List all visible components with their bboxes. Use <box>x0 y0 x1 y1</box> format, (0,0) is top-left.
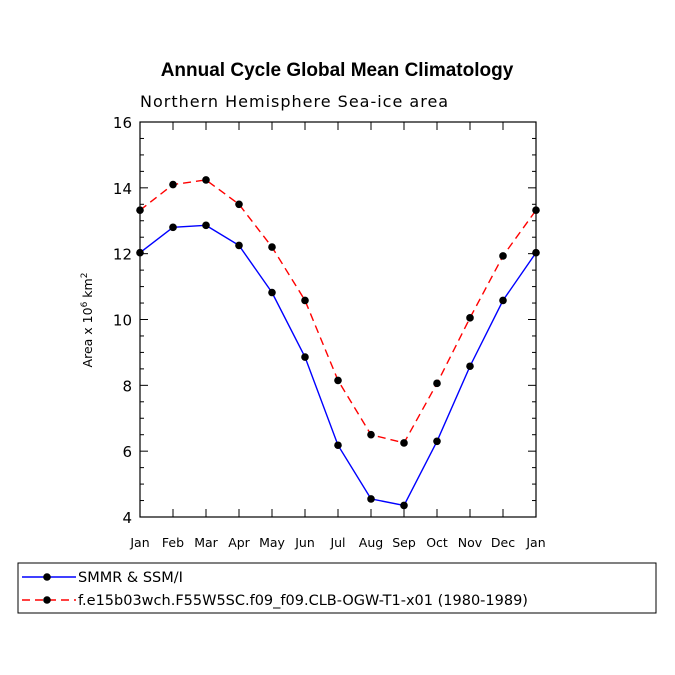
series-2-point <box>235 200 243 209</box>
series-layer <box>136 176 540 510</box>
chart-subtitle: Northern Hemisphere Sea-ice area <box>140 92 449 111</box>
y-tick-label: 4 <box>122 509 132 527</box>
series-1-point <box>268 288 276 297</box>
y-tick-label: 8 <box>122 377 132 395</box>
series-1-point <box>169 223 177 232</box>
legend-box <box>17 562 657 614</box>
series-line-1 <box>139 224 537 507</box>
x-tick-label: Jun <box>294 535 315 550</box>
y-tick-label: 16 <box>113 114 132 132</box>
chart-title: Annual Cycle Global Mean Climatology <box>161 60 514 81</box>
y-tick-label: 6 <box>122 443 132 461</box>
series-2-point <box>433 379 441 388</box>
y-axis-label-base: Area x 10 <box>80 307 95 367</box>
series-1-point <box>334 441 342 450</box>
series-1-point <box>202 221 210 230</box>
x-tick-label: Mar <box>194 535 218 550</box>
series-2-point <box>301 296 309 305</box>
series-1-point <box>301 353 309 361</box>
series-2-point <box>169 180 177 189</box>
y-axis-label-unit-text: km <box>80 278 95 297</box>
y-axis-label-unit-exponent: 2 <box>80 273 90 279</box>
series-1-point <box>499 296 507 305</box>
axes: 4 6 8 10 12 14 16 Jan Feb Mar Apr May Jun Jul Aug Sep Oc… <box>113 114 546 550</box>
x-tick-label: Dec <box>491 535 515 550</box>
series-1-point <box>367 495 375 503</box>
y-axis-label-exponent: 6 <box>80 301 90 307</box>
x-tick-label: Nov <box>458 535 483 550</box>
series-1-point <box>466 362 474 371</box>
series-2-point <box>202 176 210 184</box>
legend-label-2: f.e15b03wch.F55W5SC.f09_f09.CLB-OGW-T1-x… <box>78 593 528 609</box>
series-2-point <box>466 314 474 322</box>
x-tick-label: Sep <box>392 535 416 550</box>
legend-marker-1 <box>43 573 51 581</box>
x-tick-label: May <box>259 535 285 550</box>
x-tick-label: Aug <box>359 535 383 550</box>
x-tick-label: Jan <box>525 535 545 550</box>
legend-marker-2 <box>43 596 51 604</box>
plot-frame <box>139 121 537 518</box>
series-1-point <box>433 437 441 446</box>
y-axis-label: Area x 106 km2 <box>80 273 95 368</box>
x-tick-label: Oct <box>426 535 448 550</box>
series-2-point <box>400 439 408 447</box>
series-1-point <box>235 241 243 250</box>
y-tick-label: 14 <box>113 180 132 198</box>
series-2-point <box>268 243 276 251</box>
series-1-point <box>400 501 408 510</box>
x-tick-label: Feb <box>162 535 184 550</box>
legend-label-1: SMMR & SSM/I <box>78 570 183 586</box>
x-tick-label: Jul <box>329 535 345 550</box>
series-line-2 <box>139 179 537 444</box>
series-2-point <box>499 252 507 260</box>
y-tick-label: 10 <box>113 312 132 330</box>
x-tick-label: Apr <box>228 535 250 550</box>
legend: SMMR & SSM/I f.e15b03wch.F55W5SC.f09_f09.… <box>17 562 657 614</box>
series-2-point <box>334 376 342 385</box>
series-2-point <box>367 430 375 439</box>
y-tick-label: 12 <box>113 246 132 264</box>
x-tick-label: Jan <box>129 535 149 550</box>
